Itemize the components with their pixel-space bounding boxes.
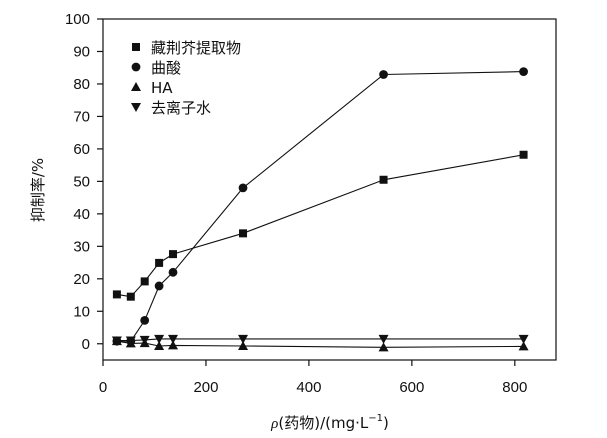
x-axis-title-close: ) — [383, 414, 389, 432]
y-tick-label: 90 — [73, 43, 90, 60]
series-line — [116, 340, 524, 348]
y-tick-label: 100 — [65, 11, 90, 28]
y-tick-label: 30 — [73, 238, 90, 255]
data-point — [140, 315, 150, 325]
data-point — [378, 334, 389, 344]
legend-marker — [131, 62, 141, 72]
legend-label: HA — [151, 79, 173, 97]
data-point — [168, 340, 179, 350]
data-point — [154, 281, 164, 291]
y-tick-label: 10 — [73, 303, 90, 320]
data-point — [238, 183, 248, 193]
y-tick-label: 50 — [73, 173, 90, 190]
data-point — [238, 334, 249, 344]
x-axis: 0 200 400 600 800 — [99, 360, 527, 396]
data-point — [139, 335, 150, 345]
x-tick-label: 400 — [296, 379, 321, 396]
series-line — [116, 338, 524, 342]
data-point — [125, 336, 136, 346]
series-line — [116, 154, 524, 298]
y-tick-label: 70 — [73, 108, 90, 125]
data-point — [111, 336, 122, 346]
series-4 — [111, 334, 529, 346]
data-point — [238, 341, 249, 351]
legend-marker — [132, 43, 140, 51]
y-tick-label: 0 — [82, 336, 90, 353]
data-point — [518, 334, 529, 344]
data-point — [112, 290, 121, 299]
plot-border — [102, 18, 557, 361]
x-tick-label: 0 — [99, 379, 107, 396]
data-point — [378, 342, 389, 352]
y-tick-label: 40 — [73, 206, 90, 223]
series-1 — [112, 150, 528, 301]
legend-marker — [131, 82, 141, 91]
data-point — [519, 150, 528, 159]
x-axis-title-text: (药物)/(mg·L — [278, 414, 369, 432]
data-point — [379, 175, 388, 184]
data-point — [154, 341, 165, 351]
data-point — [140, 277, 149, 286]
data-point — [168, 267, 178, 277]
x-axis-title-symbol: ρ — [270, 416, 278, 432]
x-axis-title-exponent: −1 — [368, 413, 383, 424]
data-point — [168, 334, 179, 344]
data-point — [169, 250, 178, 259]
legend-label: 藏荆芥提取物 — [151, 39, 241, 57]
data-point — [519, 67, 528, 77]
data-point — [126, 292, 135, 301]
y-axis: 0 10 20 30 40 50 60 70 80 90 100 — [65, 11, 103, 353]
data-point — [379, 70, 388, 79]
y-tick-label: 60 — [73, 141, 90, 158]
x-tick-label: 800 — [502, 379, 527, 396]
plot-frame — [102, 18, 557, 361]
series-group — [111, 67, 529, 352]
legend-marker — [131, 103, 141, 112]
data-point — [239, 229, 248, 238]
legend-label: 去离子水 — [151, 99, 211, 117]
x-tick-label: 600 — [399, 379, 424, 396]
y-tick-label: 80 — [73, 76, 90, 93]
data-point — [518, 341, 529, 351]
legend-label: 曲酸 — [151, 59, 181, 77]
x-axis-title: ρ(药物)/(mg·L−1) — [270, 413, 389, 432]
data-point — [155, 258, 164, 267]
y-axis-title: 抑制率/% — [29, 158, 47, 222]
data-point — [154, 334, 165, 344]
x-tick-label: 200 — [193, 379, 218, 396]
y-tick-label: 20 — [73, 271, 90, 288]
